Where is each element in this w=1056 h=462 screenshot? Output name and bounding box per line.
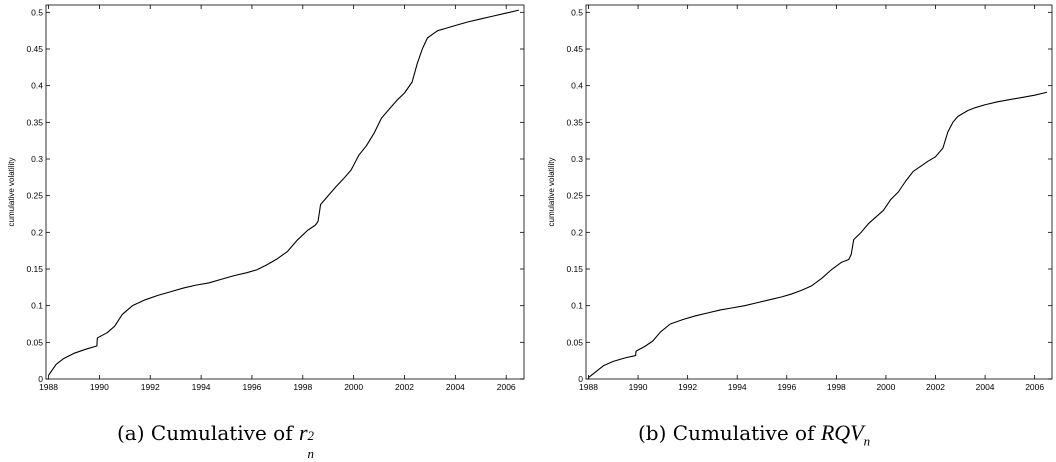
- x-tick-label: 2002: [926, 382, 945, 392]
- y-tick-label: 0.1: [571, 301, 583, 311]
- y-tick-label: 0.5: [31, 7, 43, 17]
- x-tick-label: 1994: [728, 382, 747, 392]
- caption-a-sub: n: [307, 446, 315, 461]
- y-tick-label: 0.1: [31, 301, 43, 311]
- x-tick-label: 1992: [141, 382, 160, 392]
- x-tick-label: 1990: [629, 382, 648, 392]
- caption-a-var: r: [298, 420, 308, 445]
- x-tick-label: 2004: [976, 382, 995, 392]
- y-tick-label: 0.35: [566, 117, 583, 127]
- series-line: [48, 9, 520, 376]
- y-tick-label: 0.05: [566, 337, 583, 347]
- caption-b-math: RQVn: [820, 420, 871, 449]
- x-tick-label: 2000: [876, 382, 895, 392]
- x-tick-label: 1990: [90, 382, 109, 392]
- y-tick-label: 0.15: [26, 264, 43, 274]
- y-axis-label: cumulative volatility: [7, 158, 16, 227]
- caption-b-var: RQV: [820, 420, 864, 445]
- caption-a-prefix: (a) Cumulative of: [117, 421, 299, 445]
- x-tick-label: 1988: [579, 382, 598, 392]
- y-tick-label: 0: [578, 374, 583, 384]
- y-tick-label: 0.25: [566, 191, 583, 201]
- x-tick-label: 1992: [678, 382, 697, 392]
- x-tick-label: 2000: [344, 382, 363, 392]
- plot-frame: [45, 4, 525, 380]
- y-tick-label: 0.3: [31, 154, 43, 164]
- y-tick-label: 0.3: [571, 154, 583, 164]
- y-axis-label: cumulative volatility: [547, 158, 556, 227]
- chart-b: 0 0.05 0.1 0.15 0.2 0.25 0.3 0.35 0.4 0.45 0.5 1988…: [547, 4, 1053, 392]
- x-tick-label: 1988: [39, 382, 58, 392]
- caption-a-sup: 2: [307, 428, 315, 443]
- y-tick-label: 0.4: [571, 81, 583, 91]
- x-tick-label: 1998: [827, 382, 846, 392]
- y-tick-label: 0.45: [566, 44, 583, 54]
- caption-b-sub: n: [863, 433, 871, 449]
- y-tick-label: 0.25: [26, 191, 43, 201]
- x-tick-label: 2002: [395, 382, 414, 392]
- x-tick-label: 2006: [1025, 382, 1044, 392]
- y-tick-label: 0: [38, 374, 43, 384]
- chart-a: 0 0.05 0.1 0.15 0.2 0.25 0.3 0.35 0.4 0.45 0.5 1988…: [7, 4, 525, 392]
- x-tick-label: 2004: [446, 382, 465, 392]
- y-tick-label: 0.4: [31, 81, 43, 91]
- y-tick-label: 0.35: [26, 117, 43, 127]
- x-tick-label: 1996: [777, 382, 796, 392]
- caption-b-prefix: (b) Cumulative of: [638, 421, 821, 445]
- x-tick-label: 1996: [242, 382, 261, 392]
- x-tick-label: 2006: [497, 382, 516, 392]
- y-tick-label: 0.15: [566, 264, 583, 274]
- y-tick-label: 0.5: [571, 7, 583, 17]
- y-tick-label: 0.05: [26, 337, 43, 347]
- plot-frame: [585, 4, 1053, 380]
- x-tick-label: 1998: [293, 382, 312, 392]
- series-line: [588, 91, 1048, 378]
- y-tick-label: 0.2: [571, 227, 583, 237]
- y-tick-label: 0.45: [26, 44, 43, 54]
- x-tick-label: 1994: [192, 382, 211, 392]
- y-tick-label: 0.2: [31, 227, 43, 237]
- caption-b: (b) Cumulative of RQVn: [638, 420, 870, 449]
